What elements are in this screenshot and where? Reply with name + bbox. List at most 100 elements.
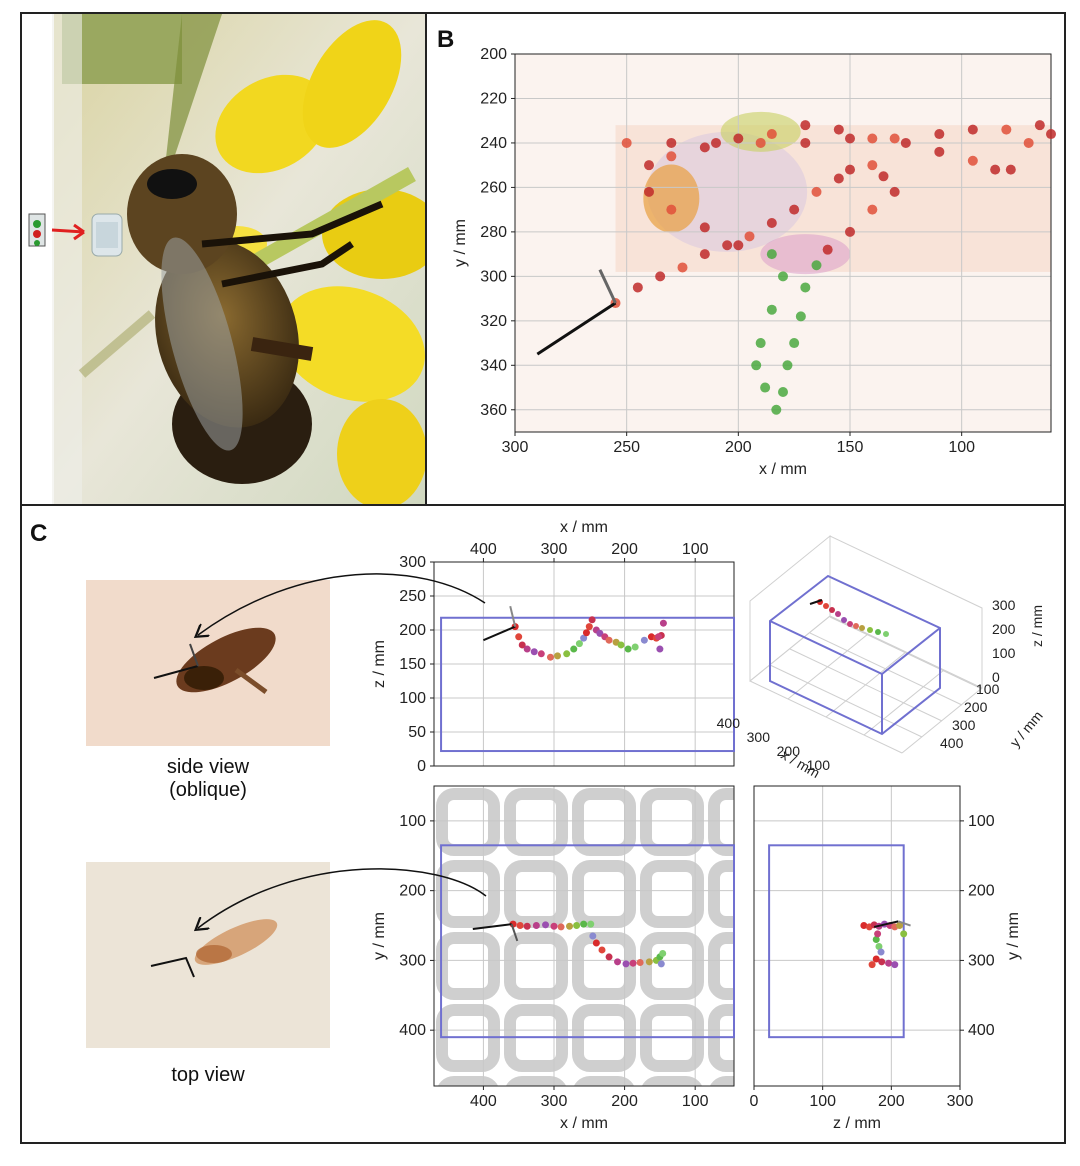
b-trajectory-point: [782, 360, 793, 371]
c-3d-ytick-label: 300: [952, 717, 976, 733]
c-3d-box-edge: [769, 620, 883, 675]
b-trajectory-point: [733, 240, 744, 251]
c-3d-floor-grid: [901, 687, 983, 754]
c-top-point: [605, 953, 613, 961]
c-top-floor-tile: [436, 932, 500, 1000]
b-trajectory-point: [1005, 164, 1016, 175]
c-3d-floor-grid: [809, 632, 963, 706]
b-xtick-label: 300: [502, 439, 529, 456]
b-trajectory-point: [766, 129, 777, 140]
c-top-xtick-label: 400: [470, 1093, 497, 1110]
c-top-point: [516, 922, 524, 930]
b-trajectory-point: [811, 186, 822, 197]
b-heading-line: [536, 301, 617, 356]
b-trajectory-point: [833, 124, 844, 135]
c-top-floor-tile: [918, 1010, 970, 1066]
c-side-point: [554, 652, 562, 660]
b-trajectory-point: [878, 171, 889, 182]
c-front-point: [877, 948, 885, 956]
b-ytick-label: 220: [480, 90, 507, 107]
c-top-floor-tile: [505, 1076, 567, 1086]
b-trajectory-point: [1046, 129, 1056, 140]
c-top-ytick-label: 100: [399, 813, 426, 830]
b-trajectory-point: [699, 222, 710, 233]
b-trajectory-point: [751, 360, 762, 371]
b-trajectory-point: [889, 186, 900, 197]
c-top-floor-tile: [572, 788, 636, 856]
c-top-floor-tile: [573, 1076, 635, 1086]
b-trajectory-point: [845, 133, 855, 144]
c-top-floor-tile: [504, 788, 568, 856]
b-xtick-label: 250: [613, 439, 640, 456]
c-3d-xtick-label: 300: [747, 729, 771, 745]
c-side-point: [580, 634, 588, 642]
c-top-ytick-label: 400: [399, 1022, 426, 1039]
c-3d-ztick-label: 300: [992, 597, 1016, 613]
panel-label-b: B: [437, 26, 455, 53]
c-3d-xtick-label: 100: [807, 757, 831, 773]
c-top-point: [614, 958, 622, 966]
c-side-point: [585, 623, 593, 631]
c-side-point: [656, 645, 664, 653]
b-trajectory-point: [990, 164, 1001, 175]
c-front-ytick-label: 400: [968, 1022, 995, 1039]
c-front-xtick-label: 200: [878, 1093, 905, 1110]
b-trajectory-point: [867, 160, 878, 171]
b-trajectory-point: [845, 164, 855, 175]
b-trajectory-point: [822, 244, 833, 255]
c-top-box: [440, 844, 735, 1039]
b-trajectory-point: [766, 249, 777, 260]
c-3d-ytick-label: 200: [964, 699, 988, 715]
c-top-floor-tile: [437, 1076, 499, 1086]
c-top-floor-tile: [850, 866, 902, 922]
b-trajectory-point: [967, 155, 978, 166]
c-3d-point: [853, 623, 859, 629]
c-3d-box-edge: [881, 627, 941, 675]
c-3d-zlabel: z / mm: [1029, 605, 1045, 647]
c-top-ylabel: y / mm: [371, 912, 388, 960]
b-trajectory-point: [644, 186, 654, 197]
b-ylabel: y / mm: [452, 219, 469, 267]
c-front-xlabel: z / mm: [833, 1115, 881, 1132]
c-top-floor-tile: [436, 788, 500, 856]
c-front-point: [868, 961, 876, 969]
b-trajectory-point: [800, 137, 811, 148]
b-trajectory-point: [1034, 120, 1045, 131]
b-heading-tick: [598, 269, 617, 304]
c-3d-xlabel: x / mm: [778, 746, 822, 781]
b-trajectory-point: [711, 137, 721, 148]
chart-b: 300 250 200 150 100 200 220 240 260 280 300 320 340 3…: [452, 46, 1056, 478]
c-3d-ytick-label: 100: [976, 681, 1000, 697]
c-side-ytick-label: 0: [417, 758, 426, 775]
c-front-point: [896, 922, 904, 930]
b-trajectory-point: [644, 160, 654, 171]
top-view-photo: [86, 862, 330, 1048]
c-side-point: [582, 629, 590, 637]
c-side-xlabel: x / mm: [560, 519, 608, 536]
c-front-point: [872, 955, 880, 963]
b-ytick-label: 300: [480, 268, 507, 285]
c-top-floor-tile: [504, 932, 568, 1000]
b-trajectory-point: [760, 382, 771, 393]
panel-c-frame: [20, 504, 1066, 1144]
b-trajectory-point: [833, 173, 844, 184]
b-trajectory-point: [789, 204, 800, 215]
b-trajectory-point: [621, 137, 632, 148]
c-top-floor-pattern: [436, 722, 970, 1138]
b-trajectory-point: [934, 146, 945, 157]
side-view-photo: [86, 580, 330, 746]
c-front-axes-frame: [753, 785, 961, 1087]
c-side-point: [563, 650, 571, 658]
c-top-floor-tile: [572, 860, 636, 928]
c-front-point: [872, 935, 880, 943]
c-side-heading-tick: [509, 605, 517, 627]
c-top-floor-tile: [442, 722, 494, 778]
c-side-ytick-label: 300: [399, 554, 426, 571]
b-trajectory-point: [666, 137, 677, 148]
c-top-point: [659, 949, 667, 957]
c-top-floor-tile: [782, 1082, 834, 1138]
c-top-xtick-label: 300: [541, 1093, 568, 1110]
c-top-floor-tile: [918, 1082, 970, 1138]
c-top-ytick-label: 300: [399, 952, 426, 969]
c-front-point: [860, 922, 868, 930]
